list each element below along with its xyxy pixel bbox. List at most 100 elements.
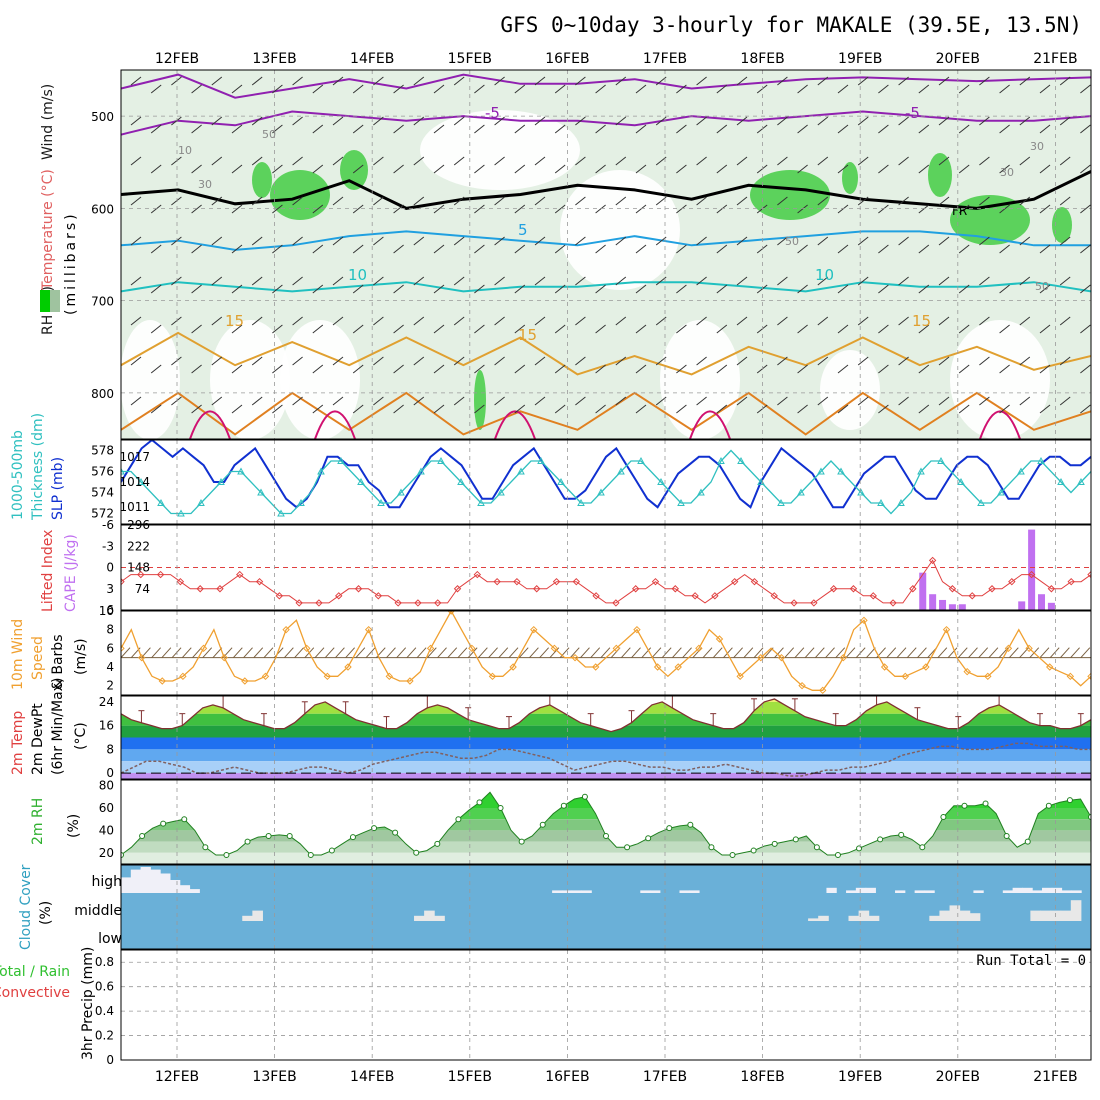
cape-label: CAPE (J/kg) [63, 534, 79, 612]
wind-barb [655, 76, 667, 86]
rh2m-ytick: 60 [99, 801, 114, 815]
date-label-top: 19FEB [838, 51, 882, 67]
cloud-middle-cell [1060, 910, 1072, 921]
rh-point [307, 852, 314, 859]
rh-point [518, 838, 525, 845]
temp-band [121, 701, 1091, 714]
thickness-point [397, 488, 405, 496]
wind-barb [676, 404, 687, 414]
wind10-barb [917, 647, 927, 659]
wind10-barb [661, 647, 672, 659]
wind-barb [1059, 316, 1071, 326]
wind-barb [554, 164, 566, 174]
wind-barb [1080, 284, 1091, 294]
cape-ytick: 74 [135, 582, 150, 596]
wind10-barb [467, 647, 478, 659]
lifted-index-point [275, 592, 284, 600]
isotherm-label: -5 [485, 104, 500, 122]
wind-barb [171, 156, 182, 166]
rh-band [121, 792, 1091, 808]
wind-barb [1059, 196, 1071, 206]
wind-barb [1080, 164, 1091, 174]
rh-point [121, 852, 124, 859]
temp-band [121, 737, 1091, 750]
rh-moist-6 [750, 170, 830, 220]
thickness-point [237, 467, 245, 475]
wind-barb [999, 84, 1010, 94]
wind-barb [514, 324, 526, 334]
lifted-index-point [968, 592, 976, 600]
wind-barb [272, 324, 283, 334]
temp2m-panel [121, 696, 1091, 779]
wind-barb [272, 364, 283, 374]
wind-barb [958, 204, 970, 214]
wind10-barb [335, 647, 345, 659]
li-ytick: 0 [106, 561, 114, 575]
wind-barb [857, 196, 869, 206]
wind-barb [918, 84, 930, 94]
wind-barb [958, 164, 970, 174]
wind-barb [979, 396, 990, 406]
wind-barb [696, 236, 707, 246]
wind-barb [595, 84, 606, 94]
wind-barb [736, 156, 748, 166]
rh-point [624, 844, 631, 851]
wind10-ytick: 10 [99, 604, 114, 618]
wind-barb [433, 124, 445, 134]
rh-dry-7 [121, 320, 180, 439]
thickness-point [657, 477, 665, 485]
rh-point [1088, 813, 1091, 820]
cloud-middle-cell [939, 910, 951, 921]
wind10-barb [365, 647, 376, 659]
wind-barb [292, 276, 303, 286]
rh-dry-5 [950, 320, 1050, 439]
rh-point [476, 799, 483, 806]
wind-barb [150, 324, 162, 334]
wind-barb [332, 156, 344, 166]
rh-moist-8 [474, 370, 486, 430]
rh-contour-label: 10 [178, 144, 192, 157]
wind-barb [171, 196, 182, 206]
rh-point [244, 838, 251, 845]
wind-barb [494, 76, 505, 86]
lifted-index-point [1027, 570, 1036, 579]
wind10-barb [232, 647, 243, 659]
wind-barb [433, 204, 445, 214]
wind10-barb [845, 647, 856, 659]
wind-barb [494, 316, 505, 326]
rh-shade-2 [290, 495, 410, 565]
wind-barb [696, 396, 707, 406]
wind-barb [938, 316, 950, 326]
wind10-point [736, 672, 744, 681]
wind-barb [231, 404, 243, 414]
slp-ytick: 1011 [119, 500, 150, 514]
wind-barb [575, 236, 586, 246]
wind-barb [453, 76, 465, 86]
lifted-index-point [948, 585, 957, 593]
wind-barb [1019, 396, 1031, 406]
wind-barb [251, 76, 263, 86]
rh-contour-label: 50 [785, 235, 799, 248]
precip-ytick: 0.6 [95, 980, 114, 994]
lifted-index-point [928, 556, 937, 565]
lifted-index-point [889, 599, 897, 607]
wind-barb [736, 356, 748, 366]
cloud-middle-cell [969, 913, 981, 921]
wind-barb [696, 316, 707, 326]
date-label-bottom: 17FEB [643, 1069, 687, 1085]
rh-point [286, 833, 293, 839]
wind-barb [716, 84, 728, 94]
wind-barb [453, 156, 465, 166]
wind-barb [292, 396, 303, 406]
thickness-point [537, 456, 545, 464]
lifted-index-line [121, 559, 1091, 604]
rh-point [1024, 838, 1031, 845]
cloud-high-cell [895, 890, 906, 893]
wind-barb [857, 116, 869, 126]
wind-barb [777, 276, 788, 286]
isotherm-20-2 [494, 410, 536, 439]
date-label-bottom: 16FEB [545, 1069, 589, 1085]
cloud-layer-middle: middle [74, 903, 122, 919]
wind-barb [292, 156, 303, 166]
wind-barb [413, 236, 425, 246]
